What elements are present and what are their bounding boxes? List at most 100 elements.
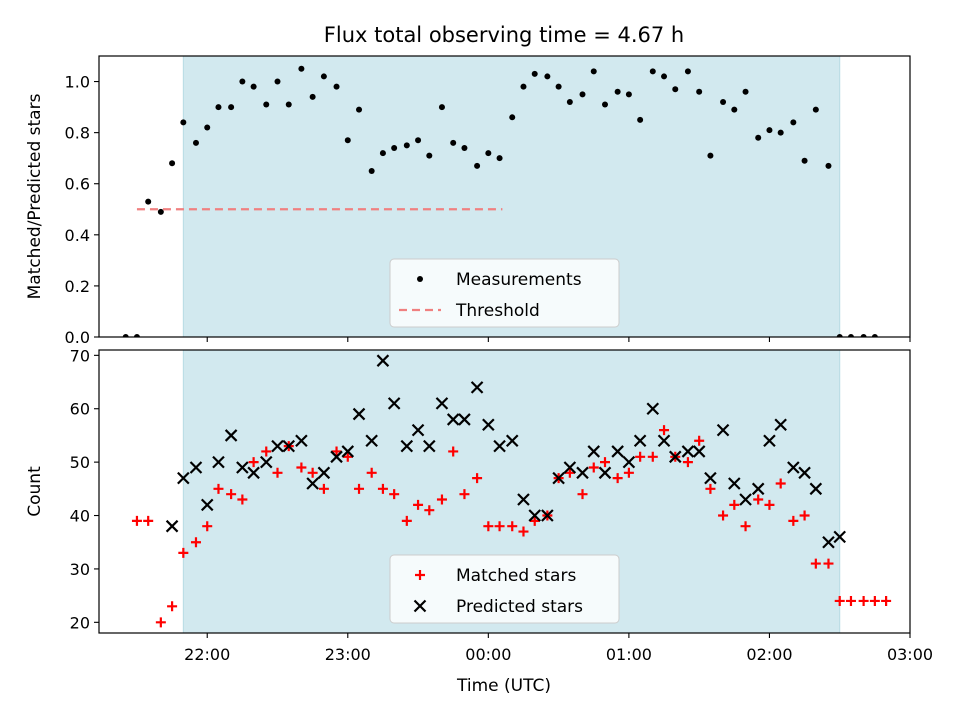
matched-star-marker: [272, 467, 283, 478]
x-tick-label: 03:00: [887, 645, 933, 664]
matched-star-marker: [599, 457, 610, 468]
measurement-point: [790, 119, 797, 126]
predicted-star-marker: [295, 434, 308, 448]
measurement-point: [601, 101, 608, 108]
legend-measurement-swatch: [417, 276, 423, 282]
measurement-point: [496, 155, 503, 162]
predicted-star-marker: [423, 439, 436, 453]
matched-star-marker: [178, 547, 189, 558]
measurement-point: [356, 106, 363, 113]
axes-frame: [98, 55, 911, 338]
predicted-star-marker: [587, 445, 601, 458]
measurement-point: [133, 334, 140, 337]
measurement-point: [684, 68, 691, 75]
measurement-point: [239, 78, 246, 85]
y-tick-label: 0.4: [65, 226, 90, 245]
predicted-star-marker: [247, 466, 260, 480]
predicted-star-marker: [822, 535, 835, 549]
legend-label: Predicted stars: [456, 597, 583, 617]
predicted-star-marker: [387, 397, 401, 410]
predicted-star-marker: [598, 466, 612, 480]
measurement-point: [438, 104, 445, 111]
matched-star-marker: [507, 521, 518, 532]
predicted-star-marker: [317, 466, 331, 480]
y-tick-label: 0.0: [65, 328, 90, 347]
measurement-point: [485, 150, 492, 157]
predicted-star-marker: [200, 498, 214, 512]
matched-star-marker: [436, 494, 447, 505]
predicted-star-marker: [224, 429, 238, 442]
predicted-star-marker: [341, 445, 355, 458]
matched-star-marker: [823, 558, 834, 569]
x-tick-label: 01:00: [606, 645, 652, 664]
matched-star-marker: [366, 467, 377, 478]
measurement-point: [696, 88, 703, 95]
measurement-point: [707, 152, 714, 159]
predicted-star-marker: [622, 455, 636, 469]
legend-box: [389, 554, 620, 624]
matched-star-marker: [143, 515, 154, 526]
matched-star-marker: [202, 521, 213, 532]
matched-star-marker: [472, 473, 483, 484]
matched-star-marker: [389, 489, 400, 500]
measurement-point: [847, 334, 854, 337]
predicted-star-marker: [611, 445, 624, 458]
measurement-point: [860, 334, 867, 337]
predicted-star-marker: [833, 530, 847, 544]
matched-star-marker: [729, 499, 740, 510]
matched-star-marker: [858, 595, 869, 606]
measurement-point: [590, 68, 597, 75]
matched-star-marker: [845, 595, 856, 606]
predicted-star-marker: [470, 381, 484, 394]
predicted-star-marker: [809, 482, 823, 496]
legend-label: Threshold: [455, 301, 540, 321]
predicted-star-marker: [657, 434, 671, 448]
measurement-point: [520, 83, 527, 90]
matched-star-marker: [612, 473, 623, 484]
predicted-star-marker: [458, 413, 471, 426]
measurement-point: [555, 83, 562, 90]
x-tick-label: 02:00: [746, 645, 792, 664]
predicted-star-marker: [271, 439, 284, 453]
predicted-star-marker: [259, 455, 273, 469]
y-tick-label: 0.8: [65, 124, 90, 143]
predicted-star-marker: [633, 434, 647, 448]
measurement-point: [157, 208, 164, 215]
measurement-point: [531, 70, 538, 77]
measurement-point: [228, 104, 235, 111]
measurement-point: [333, 83, 340, 90]
matched-star-marker: [564, 467, 575, 478]
measurement-point: [204, 124, 211, 131]
count-panel: 20 30 40 50 60 70 22:00 23:00 00:00 01:00 02:00 03:…: [25, 346, 933, 664]
y-axis-label: Count: [25, 466, 45, 517]
measurement-point: [180, 119, 187, 126]
measurement-point: [566, 98, 573, 105]
matched-star-marker: [753, 494, 764, 505]
matched-star-marker: [623, 467, 634, 478]
x-axis-label: Time (UTC): [456, 676, 551, 696]
matched-star-marker: [448, 446, 459, 457]
measurement-point: [474, 162, 481, 169]
predicted-star-marker: [576, 466, 589, 480]
measurement-point: [672, 86, 679, 93]
measurement-point: [169, 160, 176, 167]
matched-star-marker: [377, 483, 388, 494]
matched-star-marker: [237, 494, 248, 505]
predicted-star-marker: [493, 439, 506, 453]
measurement-point: [368, 167, 375, 174]
data-layer: [122, 65, 878, 337]
measurement-point: [274, 78, 281, 85]
measurement-point: [649, 68, 656, 75]
matched-star-marker: [881, 595, 892, 606]
matched-star-marker: [682, 457, 693, 468]
y-tick-label: 0.2: [65, 277, 90, 296]
matched-star-marker: [705, 483, 716, 494]
predicted-star-marker: [411, 423, 425, 437]
matched-star-marker: [518, 526, 529, 537]
measurement-point: [614, 88, 621, 95]
predicted-star-marker: [517, 493, 530, 506]
predicted-star-marker: [505, 434, 519, 448]
matched-star-marker: [307, 467, 318, 478]
matched-star-marker: [577, 489, 588, 500]
